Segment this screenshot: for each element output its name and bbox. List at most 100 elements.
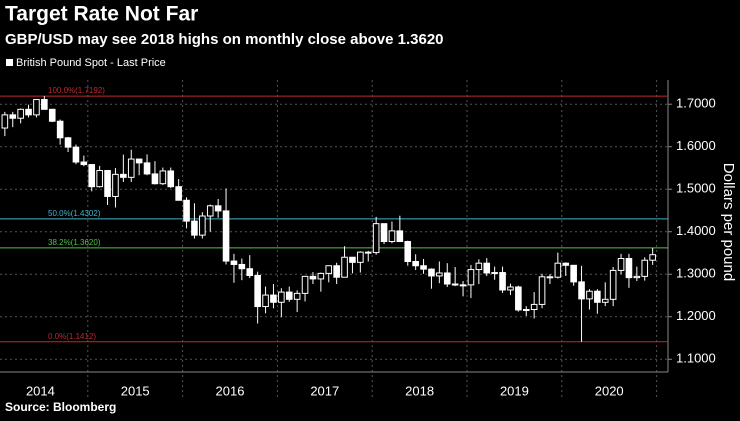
x-tick-label: 2014: [26, 383, 55, 398]
candle-body: [396, 230, 404, 243]
fib-label: 0.0%(1.1412): [48, 332, 96, 341]
candle-body: [594, 290, 601, 303]
candle-body: [41, 99, 48, 110]
candle-body: [254, 275, 261, 308]
x-tick-label: 2016: [216, 383, 245, 398]
y-tick-label: 1.4000: [676, 223, 716, 238]
candle-body: [120, 173, 127, 178]
candle-body: [546, 276, 554, 279]
candle-body: [491, 272, 498, 275]
legend-label: British Pound Spot - Last Price: [16, 57, 166, 69]
candle-body: [428, 268, 435, 277]
candle-body: [578, 281, 585, 300]
candle-body: [64, 137, 72, 148]
candle-body: [420, 265, 427, 270]
candle-body: [530, 303, 538, 311]
candle-body: [301, 275, 309, 294]
x-tick-label: 2017: [310, 383, 339, 398]
x-tick-label: 2019: [500, 383, 529, 398]
candle-body: [48, 108, 56, 122]
candle-body: [230, 260, 238, 265]
fib-label: 38.2%(1.3620): [48, 238, 101, 247]
candle-body: [56, 120, 64, 139]
candle-body: [317, 272, 325, 280]
candle-body: [246, 268, 254, 277]
candle-body: [625, 258, 633, 279]
candle-body: [143, 162, 151, 175]
legend-swatch: [6, 59, 13, 66]
y-tick-label: 1.2000: [676, 308, 716, 323]
candle-body: [206, 205, 214, 217]
candle-body: [507, 286, 514, 291]
source: Source: Bloomberg: [5, 400, 116, 414]
y-tick-label: 1.3000: [676, 266, 716, 281]
candle-body: [222, 210, 230, 262]
candle-body: [17, 108, 24, 119]
candle-body: [127, 158, 135, 178]
candle-body: [459, 284, 467, 287]
candle-body: [88, 164, 96, 188]
candle-body: [262, 294, 269, 308]
candle-body: [72, 146, 80, 163]
candle-body: [270, 294, 277, 303]
chart-subtitle: GBP/USD may see 2018 highs on monthly cl…: [5, 31, 444, 48]
candle-body: [538, 276, 546, 305]
candle-body: [617, 258, 625, 271]
candle-body: [341, 256, 348, 278]
candle-body: [364, 251, 372, 254]
candle-body: [388, 230, 396, 243]
x-tick-label: 2015: [121, 383, 150, 398]
candle-body: [515, 286, 522, 311]
candle-body: [278, 291, 285, 303]
candle-body: [183, 199, 190, 222]
candle-body: [483, 262, 491, 274]
candle-body: [33, 99, 40, 116]
y-axis-label: Dollars per pound: [720, 163, 737, 281]
chart-title: Target Rate Not Far: [5, 3, 198, 26]
candle-body: [25, 108, 32, 116]
candle-body: [96, 170, 103, 188]
candle-body: [436, 272, 443, 277]
candle-body: [443, 272, 451, 285]
candle-body: [522, 309, 530, 312]
candle-body: [372, 223, 380, 254]
candle-body: [135, 158, 143, 164]
x-tick-label: 2020: [595, 383, 624, 398]
candle-body: [609, 269, 617, 300]
candle-body: [285, 291, 293, 300]
candle-body: [451, 283, 459, 286]
candle-body: [9, 114, 17, 119]
candle-body: [151, 173, 159, 185]
y-tick-label: 1.5000: [676, 181, 716, 196]
candle-body: [80, 161, 88, 166]
candle-body: [601, 298, 609, 303]
candle-body: [380, 223, 388, 243]
candle-body: [309, 275, 317, 280]
y-tick-label: 1.7000: [676, 96, 716, 111]
candle-body: [357, 251, 364, 263]
candle-body: [475, 262, 483, 271]
candle-body: [562, 262, 570, 266]
candle-body: [191, 220, 198, 236]
candle-body: [104, 170, 111, 197]
candle-body: [167, 170, 175, 188]
candle-body: [633, 275, 641, 279]
candle-body: [412, 260, 419, 267]
candle-body: [649, 254, 656, 261]
candle-body: [404, 241, 412, 262]
candle-body: [641, 259, 649, 277]
candle-body: [214, 205, 222, 212]
y-tick-label: 1.1000: [676, 351, 716, 366]
candle-body: [293, 292, 301, 300]
candle-body: [467, 269, 475, 286]
candle-body: [175, 186, 182, 201]
candle-body: [1, 114, 9, 129]
candle-body: [238, 263, 246, 270]
candle-body: [325, 265, 333, 274]
candle-body: [554, 262, 562, 278]
candle-body: [586, 290, 593, 300]
x-tick-label: 2018: [405, 383, 434, 398]
candle-body: [333, 265, 340, 278]
fib-label: 100.0%(1.7192): [48, 86, 105, 95]
candle-body: [159, 170, 167, 185]
